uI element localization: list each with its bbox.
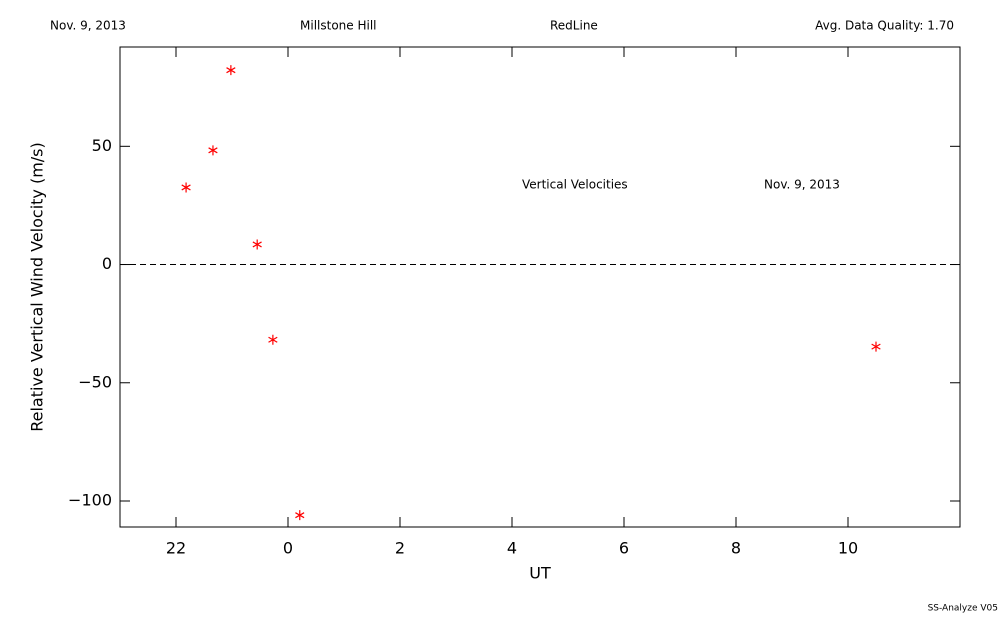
x-tick-label: 8 bbox=[731, 539, 741, 558]
x-tick-label: 10 bbox=[838, 539, 858, 558]
point bbox=[226, 65, 236, 76]
point bbox=[181, 182, 191, 193]
x-tick-label: 22 bbox=[166, 539, 186, 558]
point bbox=[252, 239, 262, 250]
y-tick-label: −50 bbox=[78, 372, 112, 391]
x-axis-label: UT bbox=[529, 564, 551, 583]
point bbox=[295, 510, 305, 521]
header-line: RedLine bbox=[550, 19, 598, 33]
x-tick-label: 0 bbox=[283, 539, 293, 558]
point bbox=[871, 341, 881, 352]
y-tick-label: −100 bbox=[68, 490, 112, 509]
header-site: Millstone Hill bbox=[300, 19, 376, 33]
footer: SS-Analyze V05 bbox=[928, 604, 998, 614]
point bbox=[268, 334, 278, 345]
x-tick-label: 4 bbox=[507, 539, 517, 558]
annotation: Nov. 9, 2013 bbox=[764, 178, 840, 192]
header-quality: Avg. Data Quality: 1.70 bbox=[815, 19, 954, 33]
annotation: Vertical Velocities bbox=[522, 178, 628, 192]
point bbox=[208, 145, 218, 156]
y-tick-label: 50 bbox=[92, 136, 112, 155]
y-tick-label: 0 bbox=[102, 254, 112, 273]
x-tick-label: 2 bbox=[395, 539, 405, 558]
plot-frame bbox=[119, 46, 961, 528]
x-tick-label: 6 bbox=[619, 539, 629, 558]
header-date: Nov. 9, 2013 bbox=[50, 19, 126, 33]
y-axis-label: Relative Vertical Wind Velocity (m/s) bbox=[28, 142, 47, 432]
